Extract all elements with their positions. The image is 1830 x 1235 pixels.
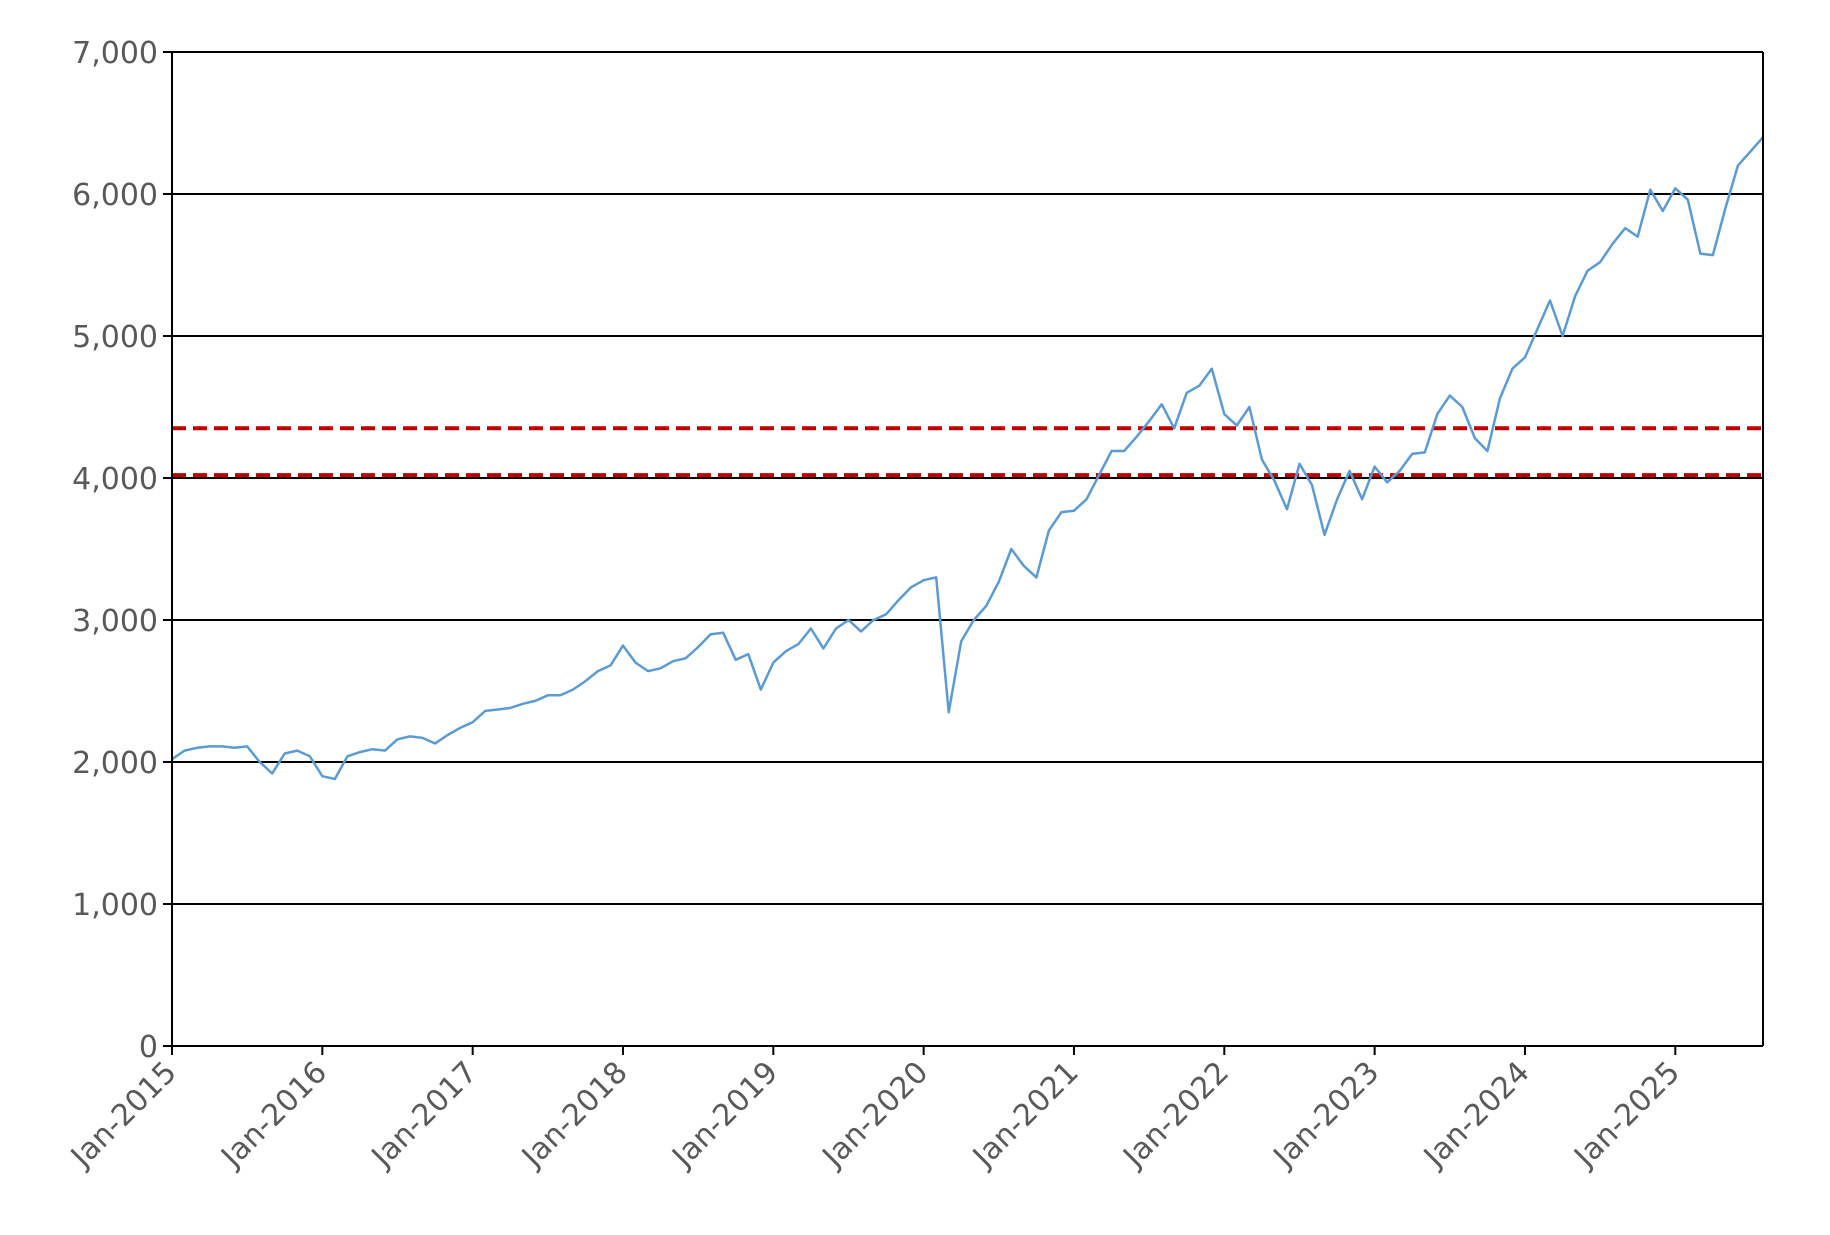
axes <box>171 51 1764 1055</box>
x-tick-label: Jan-2023 <box>1266 1055 1387 1176</box>
x-tick-label: Jan-2024 <box>1416 1055 1537 1176</box>
x-tick-label: Jan-2017 <box>364 1055 485 1176</box>
reference-lines <box>172 426 1763 478</box>
y-tick-label: 2,000 <box>72 746 158 781</box>
y-tick-label: 5,000 <box>72 320 158 355</box>
x-tick-label: Jan-2019 <box>664 1055 785 1176</box>
x-tick-label: Jan-2021 <box>965 1055 1086 1176</box>
x-tick-label: Jan-2015 <box>63 1055 184 1176</box>
x-tick-label: Jan-2018 <box>514 1055 635 1176</box>
y-tick-label: 6,000 <box>72 178 158 213</box>
y-tick-label: 1,000 <box>72 888 158 923</box>
y-tick-label: 0 <box>139 1030 158 1065</box>
data-series <box>171 136 1764 781</box>
x-tick-label: Jan-2025 <box>1566 1055 1687 1176</box>
y-tick-label: 7,000 <box>72 36 158 71</box>
x-tick-labels: Jan-2015 Jan-2016 Jan-2017 Jan-2018 Jan-2019… <box>63 1055 1687 1176</box>
x-tick-label: Jan-2016 <box>213 1055 334 1176</box>
x-tick-label: Jan-2020 <box>815 1055 936 1176</box>
x-tick-label: Jan-2022 <box>1115 1055 1236 1176</box>
gridlines <box>163 51 1763 1047</box>
series-line <box>171 136 1764 781</box>
y-tick-labels: 0 1,000 2,000 3,000 4,000 5,000 6,000 7,000 <box>72 36 158 1065</box>
y-tick-label: 4,000 <box>72 462 158 497</box>
y-tick-label: 3,000 <box>72 604 158 639</box>
